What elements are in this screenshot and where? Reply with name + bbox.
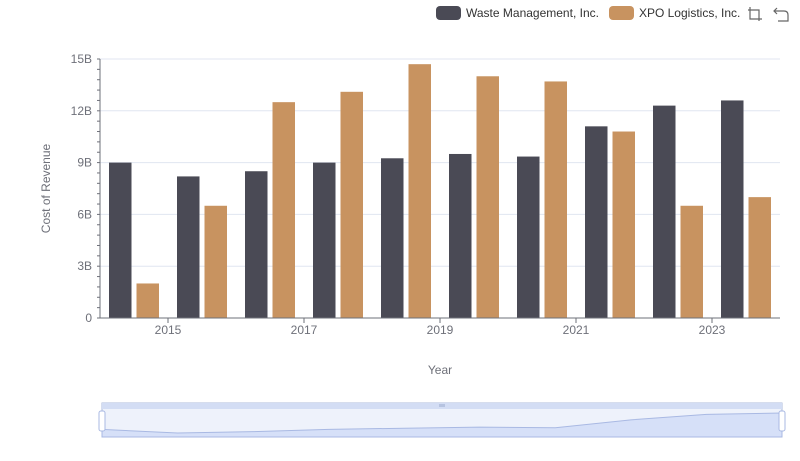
bar-1-2014[interactable] — [136, 283, 160, 318]
bar-1-2019[interactable] — [476, 76, 500, 319]
legend-label: Waste Management, Inc. — [466, 6, 599, 20]
bar-0-2020[interactable] — [517, 156, 540, 318]
grid-lines — [100, 58, 780, 267]
bar-0-2016[interactable] — [245, 171, 268, 318]
bar-0-2019[interactable] — [449, 153, 472, 318]
x-tick-label: 2017 — [291, 323, 318, 337]
bar-1-2015[interactable] — [204, 205, 228, 318]
y-axis-label: Cost of Revenue — [39, 143, 53, 233]
y-tick-label: 15B — [71, 52, 92, 66]
bar-0-2017[interactable] — [313, 162, 336, 318]
data-zoom-slider[interactable] — [98, 402, 786, 438]
bar-1-2020[interactable] — [544, 81, 568, 319]
bar-0-2022[interactable] — [653, 105, 676, 319]
legend-label: XPO Logistics, Inc. — [638, 6, 741, 20]
restore-icon[interactable] — [773, 6, 789, 22]
bar-0-2015[interactable] — [177, 176, 200, 318]
slider-grip[interactable] — [439, 404, 445, 407]
bar-0-2021[interactable] — [585, 126, 608, 318]
x-axis-label: Year — [428, 363, 452, 377]
axes: 0 3B 6B 9B 12B 15B 2015 2017 2019 2021 2023 — [71, 52, 780, 337]
bar-1-2017[interactable] — [340, 91, 364, 318]
y-tick-label: 6B — [77, 207, 92, 221]
x-tick-label: 2023 — [699, 323, 726, 337]
bar-0-2023[interactable] — [721, 100, 744, 318]
y-tick-label: 0 — [85, 311, 92, 325]
zoom-icon[interactable] — [747, 6, 763, 22]
bar-1-2022[interactable] — [680, 205, 704, 318]
legend-swatch — [436, 6, 461, 20]
bar-1-2016[interactable] — [272, 102, 296, 319]
slider-left-handle[interactable] — [98, 410, 106, 432]
bar-0-2014[interactable] — [109, 162, 132, 318]
y-tick-label: 3B — [77, 259, 92, 273]
bar-0-2018[interactable] — [381, 158, 404, 318]
bars — [109, 64, 772, 319]
x-tick-label: 2021 — [563, 323, 590, 337]
bar-1-2023[interactable] — [748, 197, 772, 318]
y-tick-label: 9B — [77, 156, 92, 170]
x-tick-label: 2019 — [427, 323, 454, 337]
slider-right-handle[interactable] — [778, 410, 786, 432]
y-tick-label: 12B — [71, 104, 92, 118]
x-tick-label: 2015 — [155, 323, 182, 337]
legend: Waste Management, Inc. XPO Logistics, Inc… — [436, 4, 750, 22]
bar-1-2018[interactable] — [408, 64, 432, 319]
legend-item-1[interactable]: XPO Logistics, Inc. — [608, 6, 741, 20]
legend-swatch — [608, 6, 634, 20]
bar-1-2021[interactable] — [612, 131, 636, 318]
legend-item-0[interactable]: Waste Management, Inc. — [436, 6, 599, 20]
